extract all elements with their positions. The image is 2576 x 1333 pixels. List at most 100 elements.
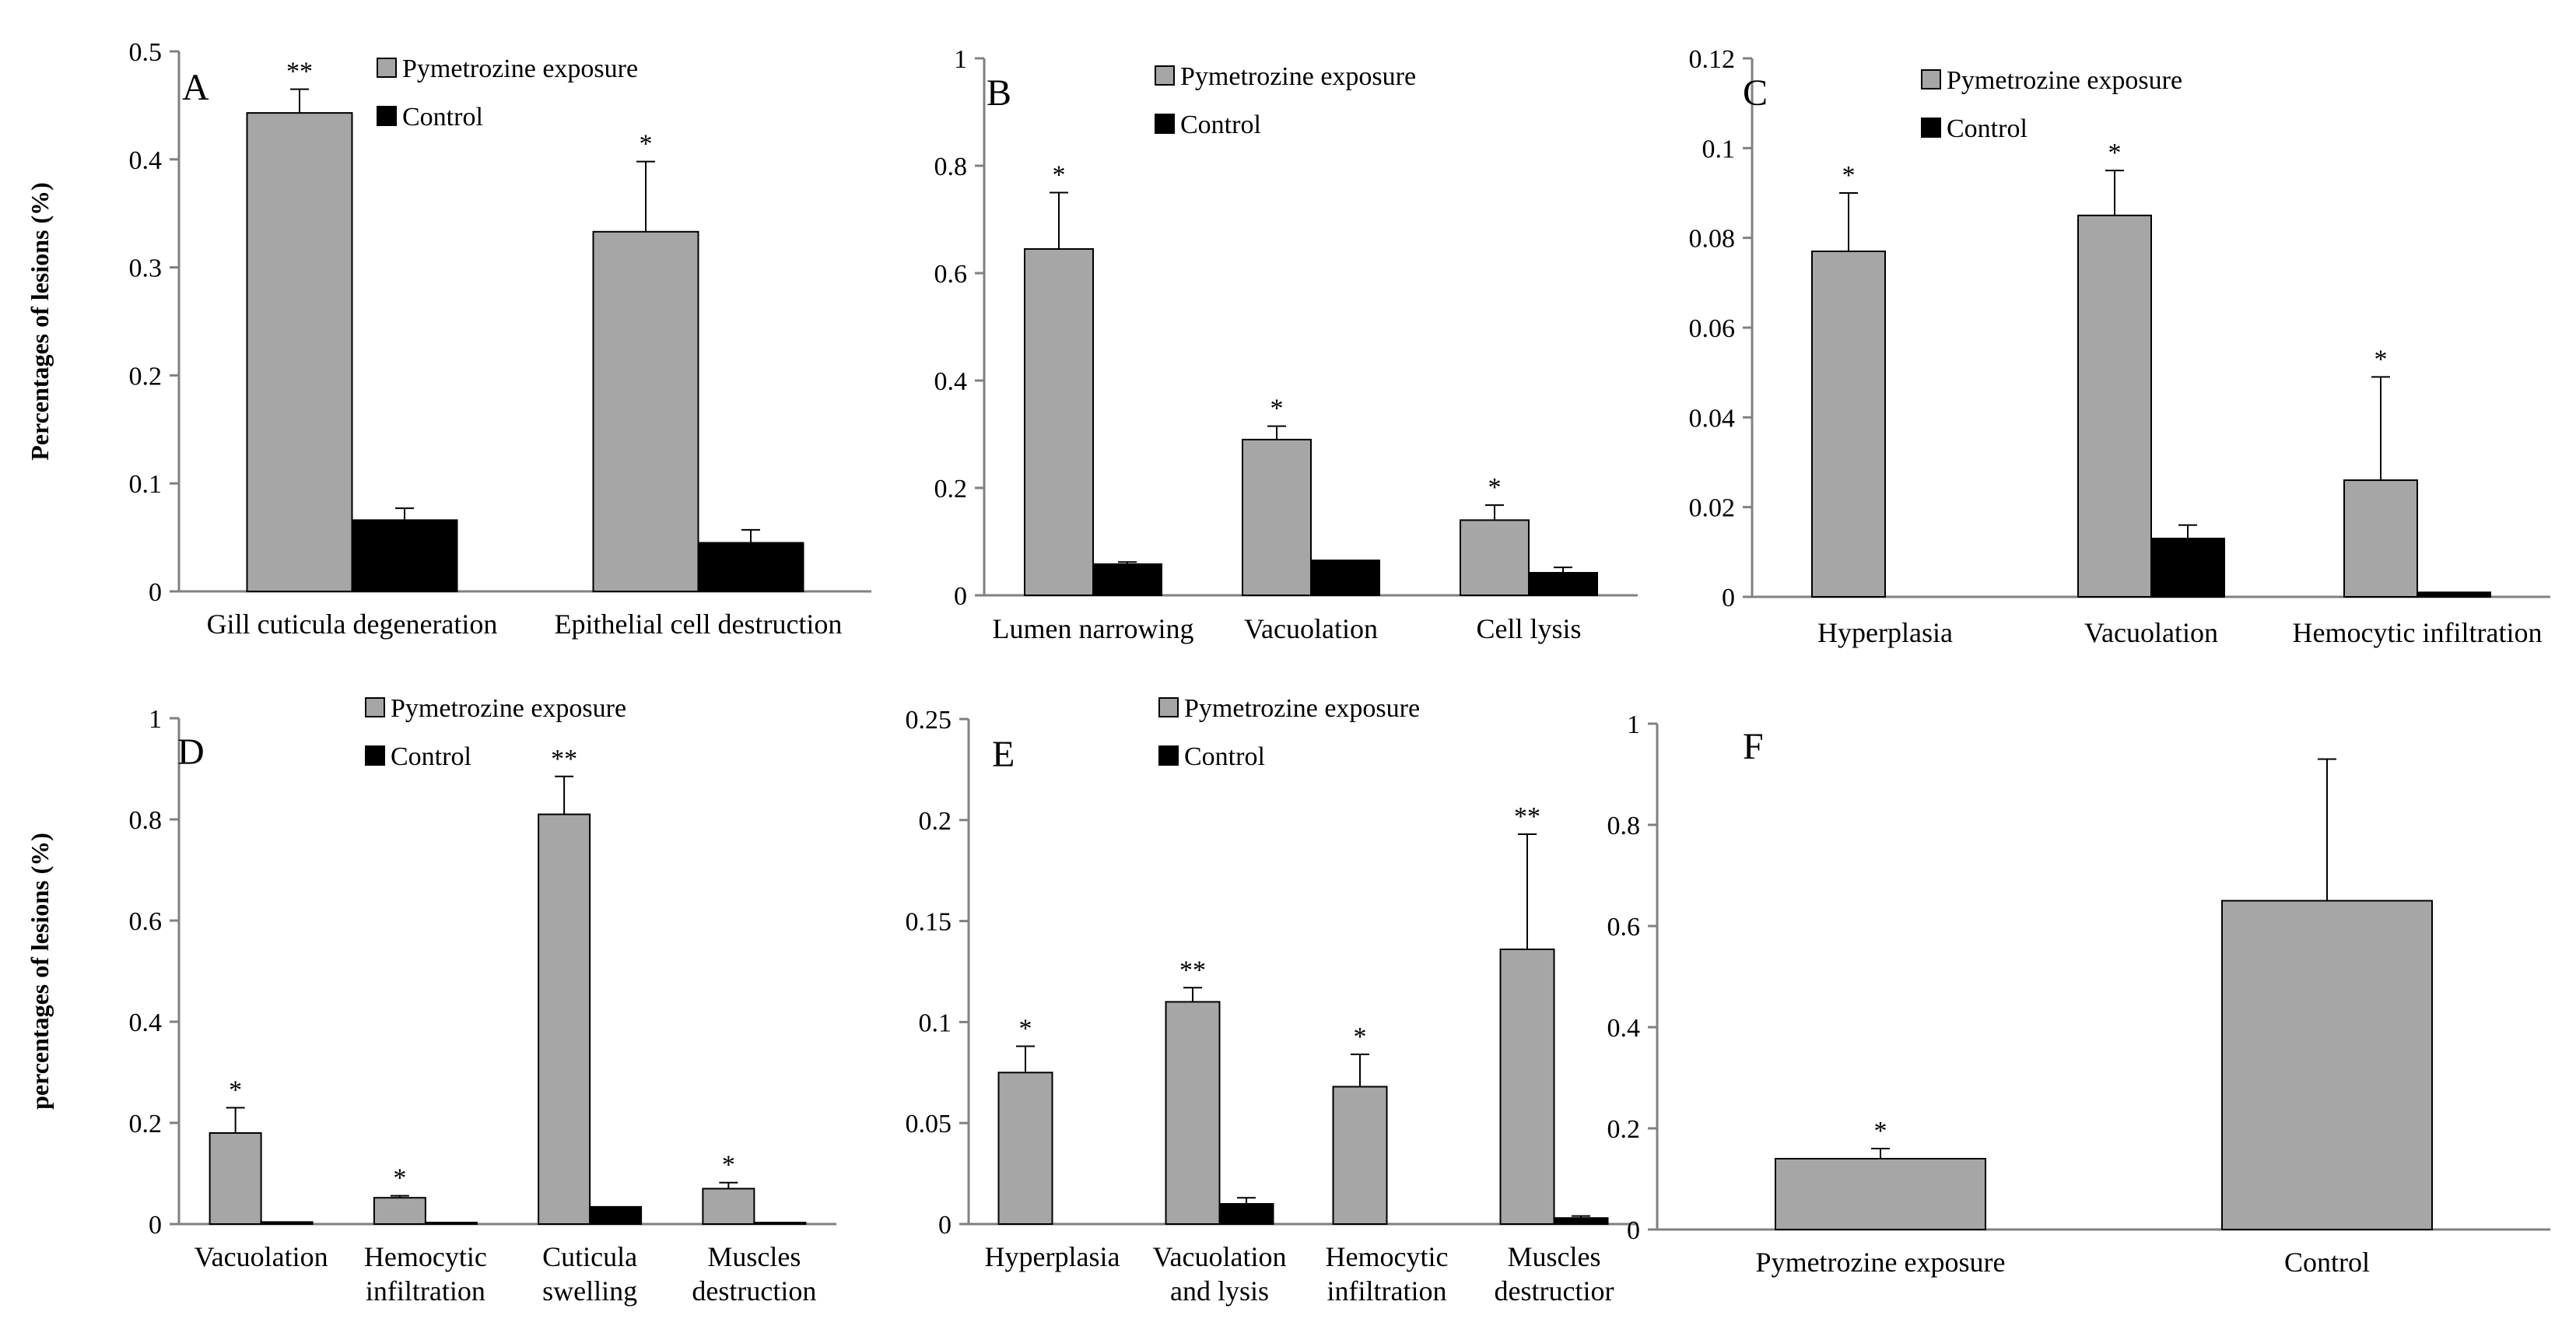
bar-control [1092,563,1162,596]
bar-exposure [2343,479,2418,598]
bar-exposure [1775,1158,1986,1230]
significance-marker: ** [286,58,313,86]
bar-exposure [209,1132,262,1225]
category-label: Gill cuticula degeneration [207,609,498,640]
y-tick-label: 0.3 [129,254,163,283]
significance-marker: * [229,1076,242,1105]
significance-marker: * [2374,345,2388,374]
legend-swatch-control [365,745,385,766]
bar-control [2150,538,2225,598]
y-tick-label: 0.1 [129,470,163,499]
significance-marker: * [1842,161,1856,190]
y-tick-label: 1 [149,705,162,734]
bar-exposure [246,112,353,592]
bar-exposure [1499,948,1555,1225]
bar-control [753,1222,807,1226]
y-tick-label: 0 [149,1211,162,1240]
legend-label: Pymetrozine exposure [391,694,626,723]
significance-marker: * [1270,395,1284,423]
legend-swatch-exposure [377,58,397,78]
category-label: Muscles [1508,1241,1601,1272]
y-tick-label: 0.15 [906,908,952,937]
y-tick-label: 0.1 [919,1009,952,1037]
y-tick-label: 0.4 [1607,1014,1641,1043]
bar-exposure [592,230,699,592]
bar-exposure [997,1072,1053,1226]
y-tick-label: 0.8 [934,153,968,181]
category-label: Control [2284,1247,2370,1278]
bar-exposure [1024,247,1094,596]
y-tick-label: 0.2 [1607,1115,1641,1144]
panel-letter: B [987,72,1011,114]
legend-label: Pymetrozine exposure [1184,694,1420,723]
y-tick-label: 0.1 [1702,135,1736,163]
y-tick-label: 0.4 [129,1009,163,1037]
significance-marker: * [1874,1117,1887,1145]
category-label: infiltration [1327,1275,1447,1307]
bar-control [260,1221,314,1226]
category-label: Vacuolation [1153,1241,1287,1272]
category-label: Hyperplasia [985,1241,1120,1272]
category-label: and lysis [1170,1275,1269,1307]
legend-label: Control [1180,110,1261,139]
bar-control [589,1205,643,1226]
bar-control [697,542,804,592]
y-tick-label: 0.12 [1689,45,1736,74]
bar-exposure [373,1197,426,1225]
y-axis-title: percentages of lesions (%) [26,833,54,1110]
bar-control [1310,560,1380,597]
bar-exposure [1811,250,1886,598]
legend-swatch-exposure [1155,65,1175,86]
significance-marker: * [1053,161,1066,190]
category-label: Cell lysis [1476,613,1581,644]
legend-swatch-exposure [365,697,385,717]
panel-letter: F [1743,726,1764,767]
bar-control [1218,1203,1274,1226]
significance-marker: * [393,1164,406,1193]
chart-panel-f: 0 0.2 0.4 0.6 0.8 1 F * Pymetrozine exposure Cont… [1607,710,2550,1278]
chart-panel-b: 0 0.2 0.4 0.6 0.8 1B * Lumen narrowing * Vacuolat… [934,45,1638,644]
category-label: Hyperplasia [1817,617,1953,648]
bar-exposure [2221,900,2433,1230]
y-tick-label: 0.02 [1689,494,1736,523]
y-tick-label: 0.2 [934,475,968,503]
y-tick-label: 0.2 [129,1110,163,1138]
significance-marker: * [2108,139,2122,167]
chart-panel-c: 0 0.02 0.04 0.06 0.08 0.1 0.12C * Hyperplasia * Va… [1689,45,2550,648]
significance-marker: * [1019,1015,1032,1044]
significance-marker: * [640,130,653,159]
y-tick-label: 0 [1627,1216,1640,1245]
y-tick-label: 0.6 [129,907,163,936]
bar-exposure [1332,1086,1388,1226]
y-tick-label: 0.25 [906,706,952,735]
category-label: infiltration [366,1275,485,1307]
category-label: Cuticula [542,1241,637,1272]
category-label: destructior [1495,1275,1614,1307]
significance-marker: * [722,1151,735,1180]
chart-panel-e: 0 0.05 0.1 0.15 0.2 0.25 E * Hyperplasia ** Vacuol… [906,694,1638,1307]
y-tick-label: 0.6 [934,260,968,289]
legend-swatch-control [1155,114,1175,134]
category-label: Vacuolation [195,1241,328,1272]
category-label: Vacuolation [2084,617,2218,648]
legend-swatch-exposure [1158,697,1179,717]
legend-label: Control [1947,114,2028,143]
y-tick-label: 0.6 [1607,913,1641,942]
y-axis-title: Percentages of lesions (%) [26,182,54,461]
significance-marker: ** [1514,802,1540,831]
legend-swatch-control [377,106,397,126]
legend-swatch-control [1158,745,1179,766]
bar-exposure [702,1187,755,1225]
y-tick-label: 0.4 [934,367,968,396]
y-tick-label: 0 [938,1211,952,1240]
chart-panel-d: 0 0.2 0.4 0.6 0.8 1 percentages of lesions (%)… [26,694,836,1307]
panel-letter: C [1743,72,1768,114]
y-tick-label: 0 [1722,584,1735,612]
legend-swatch-control [1921,118,1941,138]
bar-control [1553,1217,1609,1226]
bar-control [424,1222,478,1226]
y-tick-label: 1 [1627,710,1640,739]
category-label: Hemocytic infiltration [2293,617,2543,648]
chart-panel-a: 0 0.1 0.2 0.3 0.4 0.5 Percentages of lesions (… [26,38,871,640]
bar-exposure [538,813,591,1225]
